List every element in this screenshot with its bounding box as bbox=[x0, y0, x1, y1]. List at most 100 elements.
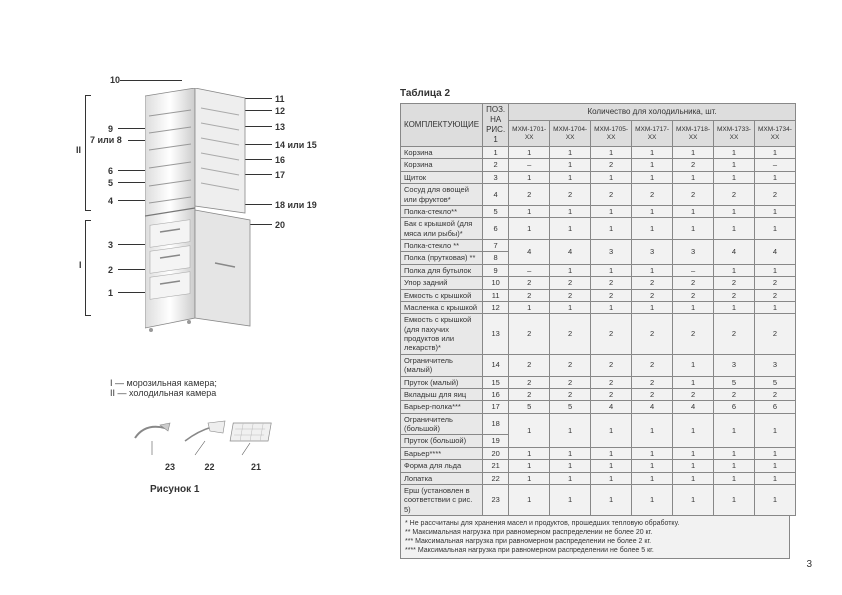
cell-value: 1 bbox=[754, 205, 795, 217]
th-model: МХМ-1704-XX bbox=[550, 121, 591, 147]
cell-value: 1 bbox=[714, 171, 755, 183]
cell-value: 1 bbox=[673, 447, 714, 459]
page-number: 3 bbox=[806, 559, 812, 570]
cell-value: 2 bbox=[632, 354, 673, 376]
table-row: Корзина2–12121– bbox=[401, 159, 796, 171]
cell-pos: 8 bbox=[483, 252, 509, 264]
cell-value: – bbox=[509, 159, 550, 171]
cell-value: 2 bbox=[509, 184, 550, 206]
legend-line-1: I — морозильная камера; bbox=[110, 378, 350, 388]
cell-value: 1 bbox=[714, 301, 755, 313]
cell-value: 2 bbox=[509, 277, 550, 289]
cell-value: 4 bbox=[591, 401, 632, 413]
th-components: КОМПЛЕКТУЮЩИЕ bbox=[401, 104, 483, 147]
cell-name: Полка для бутылок bbox=[401, 264, 483, 276]
cell-value: 2 bbox=[673, 159, 714, 171]
callout-13: 13 bbox=[275, 122, 285, 132]
callout-12: 12 bbox=[275, 106, 285, 116]
footnote-line: * Не рассчитаны для хранения масел и про… bbox=[405, 519, 785, 528]
callout-22: 22 bbox=[188, 462, 232, 472]
cell-value: 1 bbox=[673, 484, 714, 515]
cell-pos: 4 bbox=[483, 184, 509, 206]
table-row: Емкость с крышкой (для пахучих продуктов… bbox=[401, 314, 796, 355]
cell-name: Сосуд для овощей или фруктов* bbox=[401, 184, 483, 206]
cell-name: Форма для льда bbox=[401, 460, 483, 472]
cell-pos: 15 bbox=[483, 376, 509, 388]
cell-pos: 17 bbox=[483, 401, 509, 413]
cell-value: 1 bbox=[754, 484, 795, 515]
cell-value: 2 bbox=[550, 376, 591, 388]
cell-value: 2 bbox=[550, 289, 591, 301]
cell-value: 1 bbox=[673, 413, 714, 447]
cell-value: 1 bbox=[754, 472, 795, 484]
cell-value: 2 bbox=[591, 376, 632, 388]
cell-value: 1 bbox=[591, 147, 632, 159]
callout-II: II bbox=[76, 145, 81, 155]
cell-value: 1 bbox=[550, 171, 591, 183]
callout-6: 6 bbox=[108, 166, 113, 176]
callout-20: 20 bbox=[275, 220, 285, 230]
cell-value: 1 bbox=[714, 472, 755, 484]
cell-name: Масленка с крышкой bbox=[401, 301, 483, 313]
th-model: МХМ-1718-XX bbox=[673, 121, 714, 147]
cell-name: Барьер**** bbox=[401, 447, 483, 459]
cell-value: 1 bbox=[632, 264, 673, 276]
cell-value: 3 bbox=[714, 354, 755, 376]
cell-value: 2 bbox=[754, 314, 795, 355]
cell-name: Бак с крышкой (для мяса или рыбы)* bbox=[401, 218, 483, 240]
cell-value: 4 bbox=[509, 240, 550, 265]
cell-value: 1 bbox=[509, 472, 550, 484]
cell-value: 5 bbox=[509, 401, 550, 413]
cell-value: 1 bbox=[714, 264, 755, 276]
cell-name: Упор задний bbox=[401, 277, 483, 289]
cell-value: 2 bbox=[754, 388, 795, 400]
cell-value: 2 bbox=[550, 354, 591, 376]
cell-value: 1 bbox=[632, 484, 673, 515]
cell-value: 1 bbox=[632, 413, 673, 447]
cell-pos: 1 bbox=[483, 147, 509, 159]
cell-value: 1 bbox=[714, 205, 755, 217]
cell-pos: 13 bbox=[483, 314, 509, 355]
cell-value: 1 bbox=[591, 472, 632, 484]
cell-value: 1 bbox=[550, 447, 591, 459]
cell-value: 1 bbox=[632, 171, 673, 183]
cell-value: 1 bbox=[591, 205, 632, 217]
diagram-section: 10 9 7 или 8 6 5 4 3 2 1 II I 11 12 13 1… bbox=[70, 70, 350, 495]
table-row: Емкость с крышкой112222222 bbox=[401, 289, 796, 301]
cell-name: Вкладыш для яиц bbox=[401, 388, 483, 400]
cell-pos: 23 bbox=[483, 484, 509, 515]
cell-value: 1 bbox=[673, 472, 714, 484]
cell-value: 1 bbox=[673, 354, 714, 376]
th-quantity: Количество для холодильника, шт. bbox=[509, 104, 796, 121]
cell-value: 2 bbox=[591, 354, 632, 376]
cell-value: 2 bbox=[754, 289, 795, 301]
cell-value: 1 bbox=[673, 218, 714, 240]
callout-5: 5 bbox=[108, 178, 113, 188]
cell-value: 2 bbox=[673, 289, 714, 301]
cell-name: Корзина bbox=[401, 159, 483, 171]
cell-value: 1 bbox=[550, 472, 591, 484]
cell-pos: 21 bbox=[483, 460, 509, 472]
cell-value: 1 bbox=[714, 147, 755, 159]
cell-value: 1 bbox=[550, 413, 591, 447]
table-row: Полка-стекло**51111111 bbox=[401, 205, 796, 217]
table-row: Сосуд для овощей или фруктов*42222222 bbox=[401, 184, 796, 206]
cell-value: 2 bbox=[591, 184, 632, 206]
cell-value: 1 bbox=[591, 301, 632, 313]
cell-pos: 6 bbox=[483, 218, 509, 240]
cell-value: 1 bbox=[673, 205, 714, 217]
cell-value: 1 bbox=[632, 147, 673, 159]
cell-pos: 12 bbox=[483, 301, 509, 313]
cell-value: 1 bbox=[550, 264, 591, 276]
callout-18-19: 18 или 19 bbox=[275, 200, 317, 210]
manual-page: 10 9 7 или 8 6 5 4 3 2 1 II I 11 12 13 1… bbox=[0, 0, 842, 595]
callout-17: 17 bbox=[275, 170, 285, 180]
fridge-diagram: 10 9 7 или 8 6 5 4 3 2 1 II I 11 12 13 1… bbox=[70, 70, 350, 370]
cell-value: 2 bbox=[632, 376, 673, 388]
cell-pos: 22 bbox=[483, 472, 509, 484]
cell-name: Корзина bbox=[401, 147, 483, 159]
cell-value: 1 bbox=[632, 472, 673, 484]
cell-value: 1 bbox=[509, 205, 550, 217]
cell-value: 1 bbox=[673, 301, 714, 313]
th-model: МХМ-1717-XX bbox=[632, 121, 673, 147]
